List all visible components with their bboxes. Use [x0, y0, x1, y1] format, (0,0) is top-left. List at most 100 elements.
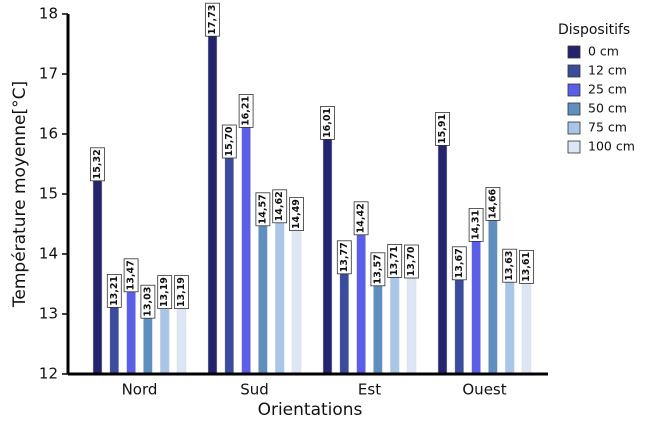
- value-label: 14,31: [468, 207, 484, 242]
- bar: [406, 271, 417, 375]
- value-label: 13,47: [123, 258, 139, 293]
- value-label-box: [90, 147, 105, 182]
- value-label-box: [289, 197, 304, 232]
- y-tick-label: 16: [39, 125, 58, 143]
- value-label-box: [174, 275, 189, 310]
- value-label-box: [272, 189, 288, 224]
- value-label-text: 15,32: [92, 149, 103, 179]
- legend-title: Dispositifs: [558, 22, 630, 38]
- value-label-box: [502, 248, 518, 283]
- value-label-box: [140, 284, 156, 319]
- legend-label: 0 cm: [588, 44, 619, 59]
- bar: [176, 302, 187, 375]
- y-tick-label: 18: [39, 5, 58, 23]
- value-label: 13,21: [106, 273, 122, 308]
- value-label-text: 13,61: [521, 252, 532, 282]
- value-label-text: 14,42: [356, 203, 367, 233]
- value-label: 17,73: [205, 2, 220, 37]
- value-label-text: 13,77: [339, 242, 350, 272]
- legend-swatch: [567, 83, 581, 97]
- value-label: 16,21: [238, 94, 254, 128]
- bar: [471, 235, 481, 375]
- value-label: 13,71: [387, 243, 403, 278]
- value-label-text: 14,66: [487, 188, 498, 218]
- value-label-text: 15,91: [437, 114, 448, 144]
- bar: [143, 311, 153, 375]
- value-label-text: 13,63: [504, 251, 515, 281]
- value-label-text: 14,57: [257, 194, 268, 224]
- value-label-text: 16,01: [322, 108, 333, 138]
- value-label: 14,66: [485, 186, 501, 221]
- value-label: 13,77: [336, 240, 352, 275]
- legend-swatch: [567, 121, 581, 135]
- value-label: 13,63: [502, 248, 518, 283]
- legend-label: 50 cm: [588, 101, 627, 116]
- value-label-box: [387, 243, 403, 278]
- bar: [339, 267, 350, 375]
- value-label: 13,67: [451, 246, 467, 281]
- bar: [258, 219, 268, 375]
- value-label-text: 14,31: [471, 210, 482, 240]
- value-label-text: 13,67: [454, 248, 465, 278]
- y-tick-label: 14: [39, 245, 58, 263]
- bar: [488, 214, 498, 375]
- value-label: 15,32: [90, 147, 105, 182]
- value-label-box: [157, 275, 173, 310]
- value-label: 14,42: [353, 201, 369, 236]
- bar: [109, 301, 120, 375]
- x-tick-label: Ouest: [462, 381, 506, 399]
- value-label-text: 13,57: [372, 254, 383, 284]
- value-label: 13,19: [157, 275, 173, 310]
- y-tick-label: 13: [39, 305, 58, 323]
- legend-label: 12 cm: [588, 63, 627, 78]
- value-label-text: 13,19: [159, 277, 170, 307]
- bar: [356, 228, 366, 375]
- value-label: 15,70: [221, 124, 237, 159]
- y-tick-label: 17: [39, 65, 58, 83]
- bar: [322, 133, 333, 375]
- value-label: 15,91: [435, 112, 450, 146]
- x-tick-label: Est: [358, 381, 381, 399]
- legend-label: 100 cm: [588, 139, 635, 154]
- value-label-box: [404, 244, 419, 279]
- value-label: 14,57: [255, 192, 271, 227]
- legend-label: 75 cm: [588, 120, 627, 135]
- value-label-box: [370, 252, 386, 287]
- bar: [274, 216, 285, 375]
- legend-swatch: [567, 64, 581, 78]
- bar: [92, 174, 103, 375]
- value-label: 13,70: [404, 244, 419, 279]
- bar: [521, 277, 532, 375]
- value-label-box: [221, 124, 237, 159]
- bar: [437, 139, 448, 375]
- value-label: 13,19: [174, 275, 189, 310]
- value-label: 13,61: [519, 249, 534, 284]
- value-label-box: [238, 94, 254, 128]
- value-label-box: [435, 112, 450, 146]
- y-axis-title: Température moyenne[°C]: [10, 81, 30, 308]
- bar: [373, 279, 383, 375]
- value-label-text: 13,70: [406, 246, 417, 276]
- legend-swatch: [567, 102, 581, 116]
- value-label-text: 16,21: [241, 96, 252, 126]
- value-label-box: [320, 106, 335, 140]
- bar: [207, 29, 218, 375]
- legend-swatch: [567, 45, 581, 59]
- value-label-text: 13,71: [389, 246, 400, 276]
- value-label-box: [123, 258, 139, 293]
- value-label-box: [106, 273, 122, 308]
- x-tick-label: Nord: [122, 381, 158, 399]
- bar: [241, 121, 251, 375]
- value-label-box: [519, 249, 534, 284]
- value-label-box: [353, 201, 369, 236]
- value-label-box: [336, 240, 352, 275]
- bar: [454, 273, 465, 375]
- bar: [126, 285, 136, 375]
- bar: [224, 151, 235, 375]
- x-tick-label: Sud: [240, 381, 269, 399]
- bar: [159, 302, 170, 375]
- value-label: 13,03: [140, 284, 156, 319]
- legend-swatch: [567, 140, 581, 154]
- value-label-text: 13,19: [176, 277, 187, 307]
